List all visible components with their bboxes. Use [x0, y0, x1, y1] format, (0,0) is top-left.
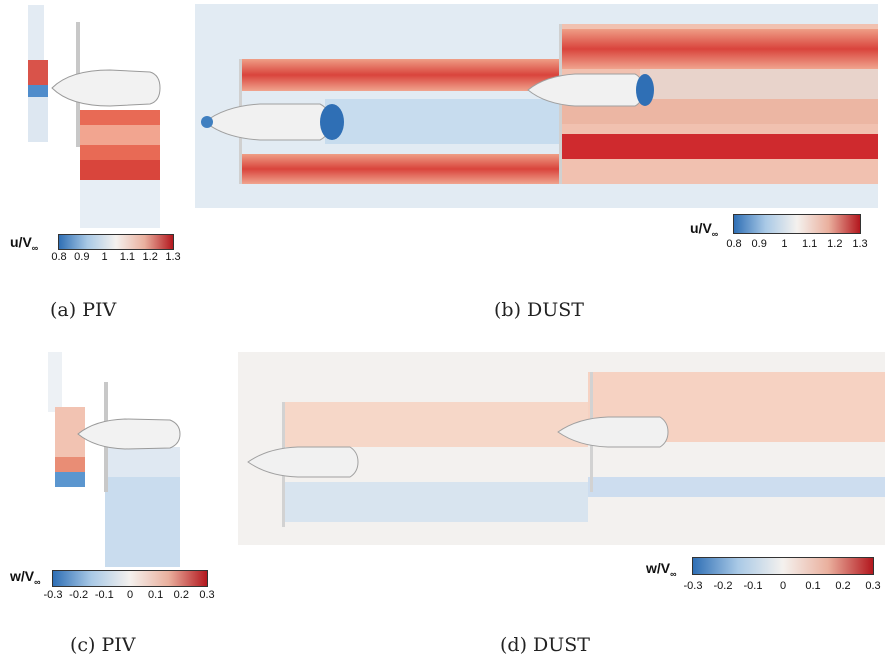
colorbar-tick-label: -0.2	[69, 589, 89, 601]
caption-panel-b: (b) DUST	[494, 299, 584, 321]
colorbar-tick-label: 0.2	[173, 589, 189, 601]
colorbar-tick-label: 0.8	[726, 238, 742, 250]
colorbar-tick-label: 1.2	[142, 251, 158, 263]
colorbar-tick-label: 0.3	[199, 589, 215, 601]
colorbar-tick-label: -0.1	[743, 580, 763, 592]
colorbar-w-dust	[692, 557, 874, 575]
caption-panel-c: (c) PIV	[70, 634, 136, 656]
colorbar-tick-label: 0.3	[865, 580, 881, 592]
colorbar-w-dust-ticks: -0.3 -0.2 -0.1 0 0.1 0.2 0.3	[684, 580, 881, 594]
colorbar-tick-label: 1.1	[801, 238, 818, 250]
colorbar-u-dust-ticks: 0.8 0.9 1 1.1 1.2 1.3	[726, 238, 867, 252]
colorbar-w-dust-label: w/V∞	[646, 560, 677, 579]
colorbar-tick-label: -0.2	[713, 580, 733, 592]
caption-panel-d: (d) DUST	[500, 634, 590, 656]
colorbar-w-piv-ticks: -0.3 -0.2 -0.1 0 0.1 0.2 0.3	[44, 589, 215, 603]
panel-a-piv-u-field	[28, 5, 161, 228]
colorbar-tick-label: 0	[779, 580, 787, 592]
colorbar-tick-label: 1	[101, 251, 108, 263]
colorbar-tick-label: 1	[781, 238, 788, 250]
colorbar-w-piv	[52, 570, 208, 587]
colorbar-tick-label: 0.9	[74, 251, 90, 263]
colorbar-w-piv-label: w/V∞	[10, 568, 41, 587]
colorbar-tick-label: -0.1	[94, 589, 114, 601]
colorbar-tick-label: 1.3	[852, 238, 868, 250]
colorbar-tick-label: 0.8	[51, 251, 67, 263]
colorbar-tick-label: 1.2	[827, 238, 843, 250]
colorbar-tick-label: 0.1	[805, 580, 821, 592]
colorbar-tick-label: 0.2	[835, 580, 851, 592]
colorbar-tick-label: 0	[126, 589, 134, 601]
colorbar-tick-label: -0.3	[683, 580, 703, 592]
colorbar-u-piv-label: u/V∞	[10, 234, 39, 253]
colorbar-tick-label: 1.1	[119, 251, 136, 263]
caption-panel-a: (a) PIV	[50, 299, 117, 321]
colorbar-tick-label: 0.1	[148, 589, 164, 601]
panel-c-piv-w-field	[48, 352, 181, 567]
colorbar-u-dust-label: u/V∞	[690, 220, 719, 239]
panel-d-dust-w-field	[238, 352, 885, 545]
colorbar-tick-label: 1.3	[165, 251, 181, 263]
colorbar-u-dust	[733, 214, 861, 234]
panel-b-dust-u-field	[195, 4, 878, 208]
colorbar-tick-label: 0.9	[751, 238, 767, 250]
colorbar-u-piv	[58, 234, 174, 250]
colorbar-tick-label: -0.3	[43, 589, 63, 601]
colorbar-u-piv-ticks: 0.8 0.9 1 1.1 1.2 1.3	[51, 251, 180, 265]
